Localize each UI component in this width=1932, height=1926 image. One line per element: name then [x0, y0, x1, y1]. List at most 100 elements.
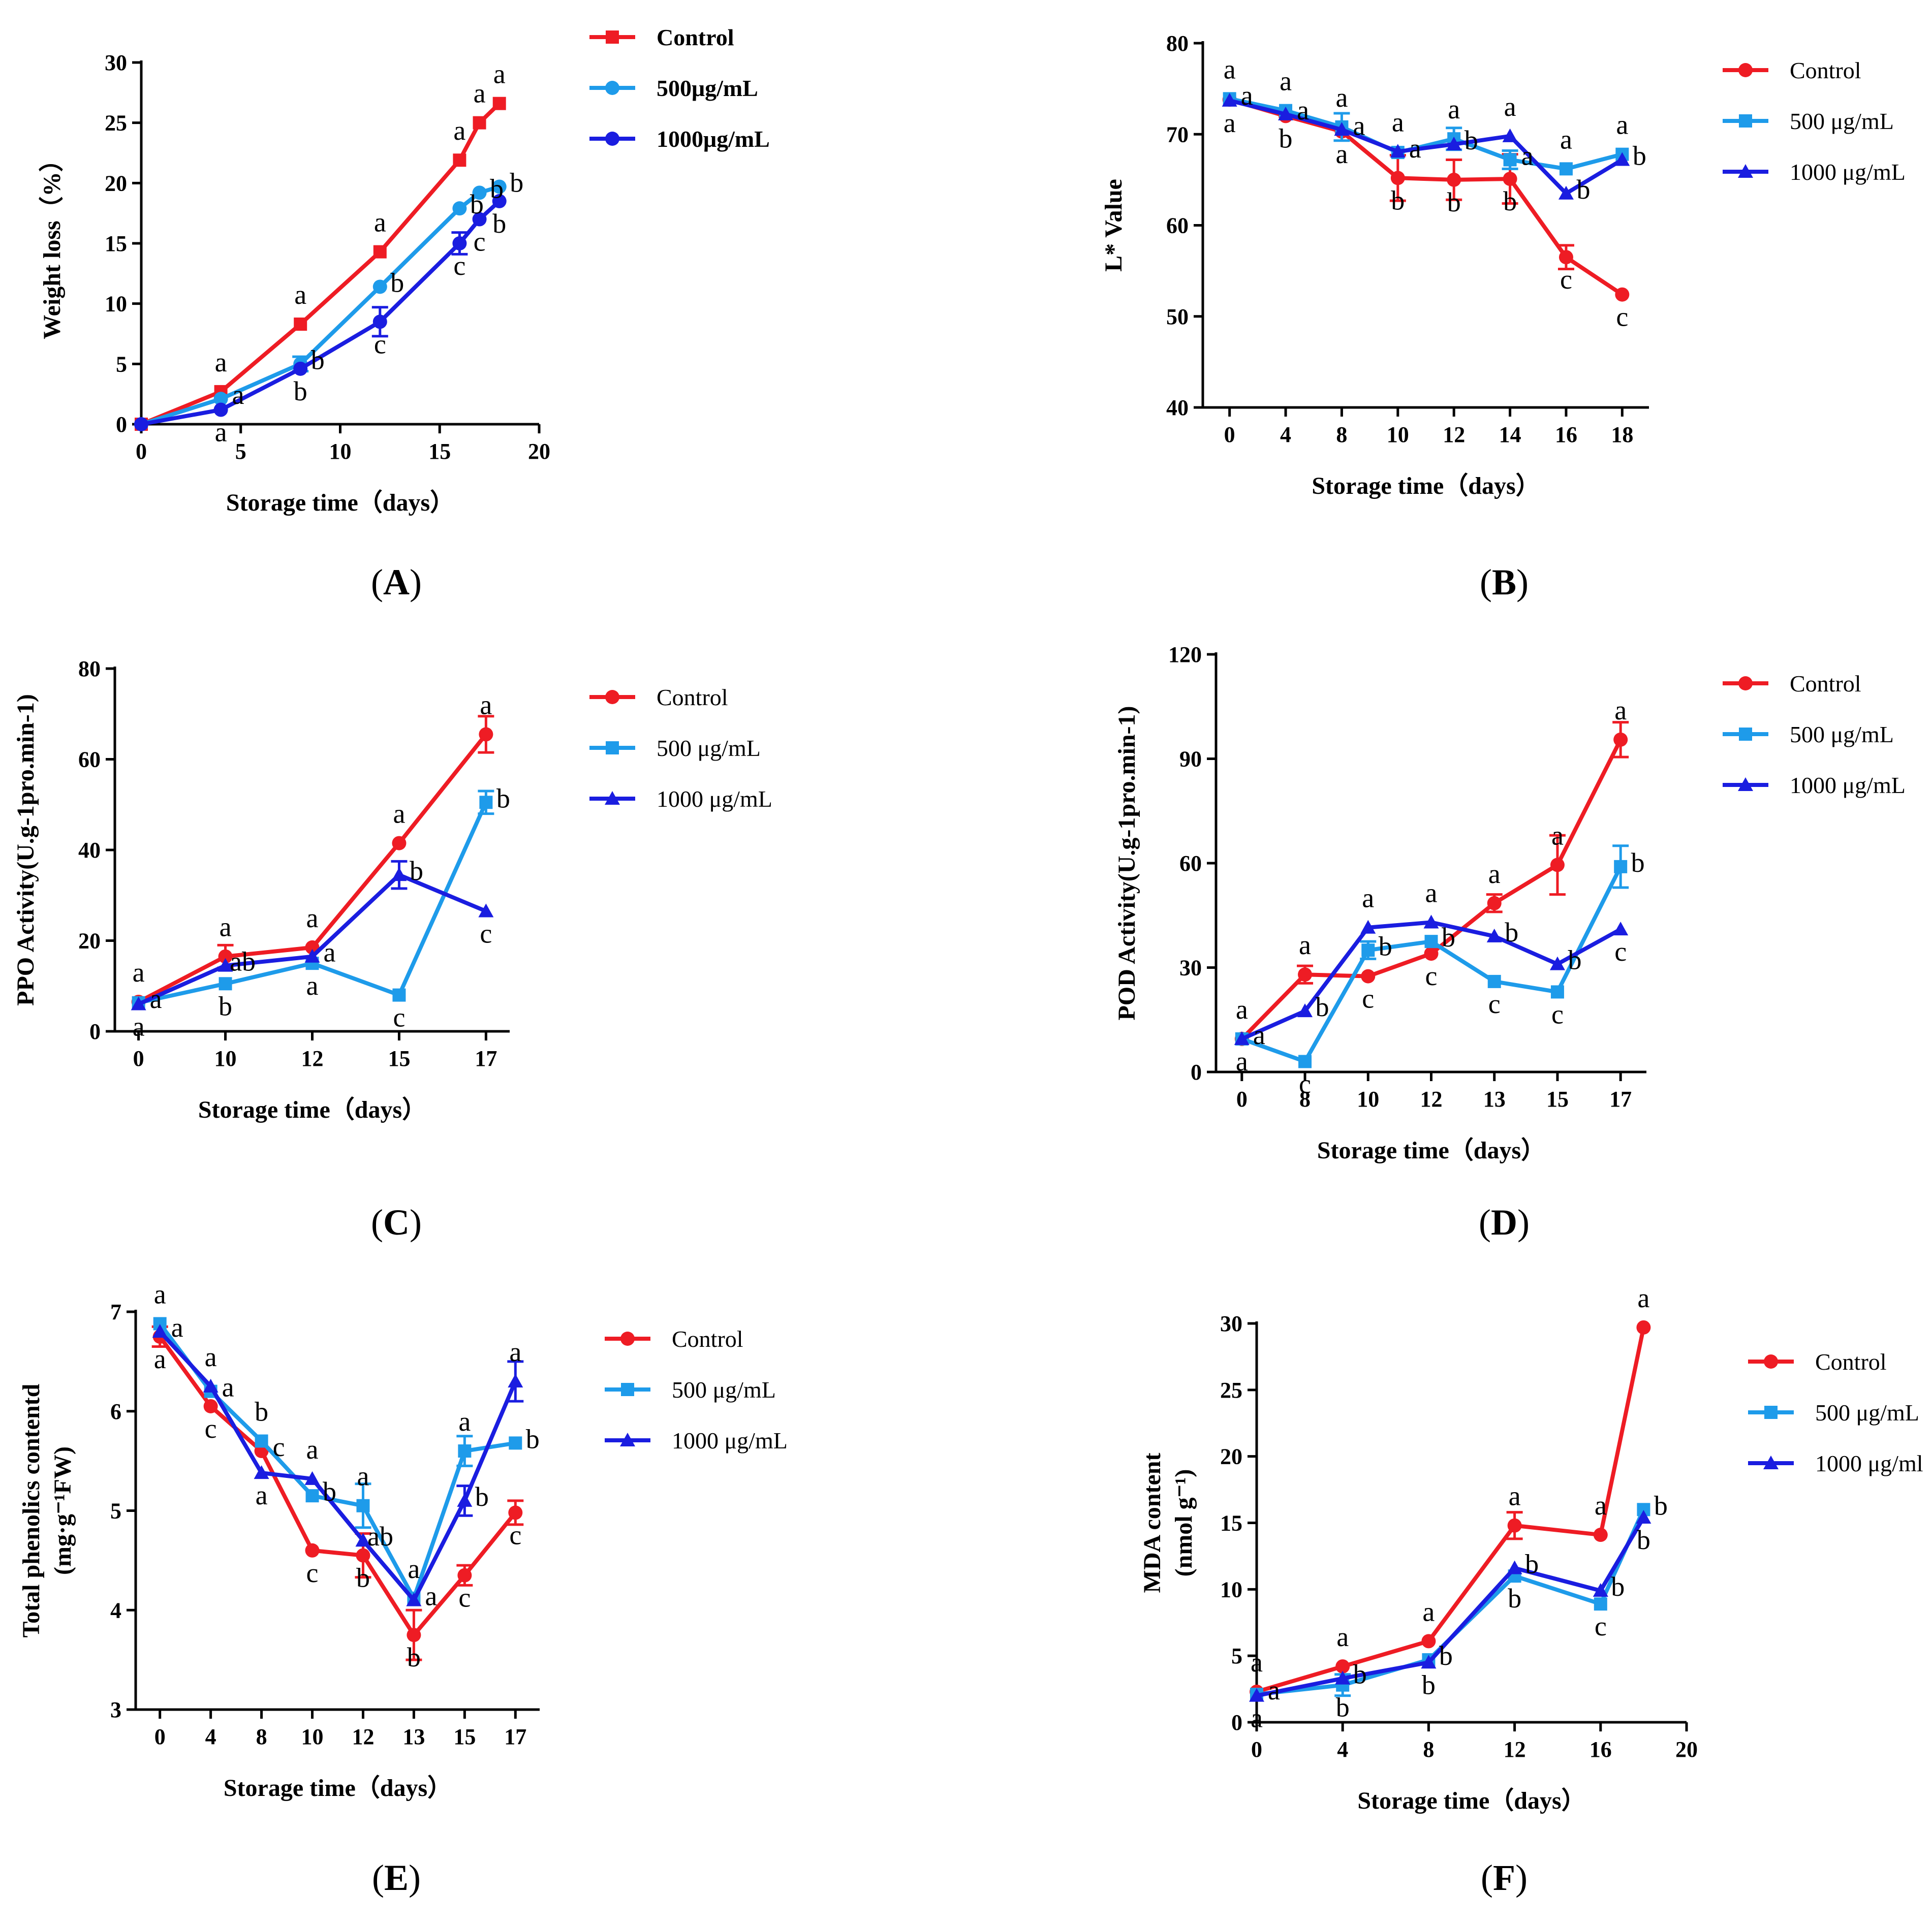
x-tick-label: 0: [1224, 422, 1235, 447]
legend-label: 500 μg/mL: [672, 1377, 776, 1403]
x-tick-label: 17: [1609, 1087, 1632, 1112]
series-line: [1229, 99, 1624, 196]
legend-swatch-marker: [1764, 1354, 1778, 1369]
x-tick-label: 12: [1420, 1087, 1443, 1112]
x-axis-label: Storage time（days）: [1312, 472, 1540, 499]
significance-letter: a: [133, 1011, 145, 1041]
x-tick-label: 0: [133, 1046, 144, 1071]
significance-letter: a: [1251, 1703, 1263, 1733]
y-axis-label: MDA content: [1139, 1453, 1166, 1593]
data-point: [1487, 896, 1502, 910]
x-tick-label: 10: [329, 439, 352, 464]
significance-letter: a: [1488, 859, 1501, 889]
x-tick-label: 13: [402, 1724, 425, 1749]
data-point: [1390, 171, 1405, 185]
data-point: [1424, 935, 1438, 949]
significance-letter: a: [1353, 110, 1365, 141]
significance-letter: a: [306, 903, 319, 933]
significance-letter: c: [453, 250, 465, 281]
legend: Control 500μg/mL 1000μg/mL: [589, 24, 770, 152]
y-tick-label: 15: [105, 231, 127, 256]
significance-letter: a: [1560, 124, 1572, 154]
significance-letter: a: [1614, 695, 1627, 725]
x-tick-label: 8: [1336, 422, 1347, 447]
legend-swatch-marker: [1764, 1406, 1778, 1419]
significance-letter: b: [1505, 917, 1518, 948]
significance-letter: c: [1551, 999, 1564, 1029]
data-point: [473, 116, 486, 130]
data-point: [1593, 1528, 1608, 1542]
significance-letter: a: [1299, 930, 1311, 960]
legend-label: 1000μg/mL: [657, 126, 770, 152]
data-point: [304, 949, 320, 963]
x-tick-label: 4: [205, 1724, 216, 1749]
data-point: [356, 1499, 370, 1512]
data-point: [1613, 922, 1629, 936]
significance-letter: a: [133, 957, 145, 988]
legend-swatch-marker: [1739, 114, 1752, 128]
legend-swatch-marker: [605, 791, 620, 805]
data-point: [1421, 1655, 1437, 1669]
x-tick-label: 18: [1611, 422, 1633, 447]
x-tick-label: 0: [154, 1724, 166, 1749]
significance-letter: b: [1631, 847, 1645, 878]
significance-letter: c: [474, 227, 486, 257]
significance-letter: a: [453, 115, 465, 146]
series-control: [151, 1325, 524, 1661]
data-point: [458, 1444, 472, 1458]
significance-letter: b: [1508, 1583, 1521, 1614]
data-point: [406, 1592, 422, 1606]
y-tick-label: 80: [1166, 31, 1189, 56]
significance-letter: a: [1637, 1283, 1649, 1313]
data-point: [1559, 250, 1573, 265]
data-point: [1487, 974, 1501, 988]
data-point: [472, 185, 487, 200]
data-point: [1335, 1670, 1351, 1685]
data-point: [1550, 985, 1564, 999]
data-point: [1503, 172, 1517, 186]
y-tick-label: 120: [1168, 642, 1202, 667]
significance-letter: b: [1447, 187, 1461, 217]
significance-letter: a: [509, 1337, 521, 1367]
significance-letter: a: [1616, 110, 1628, 140]
significance-letter: b: [323, 1476, 336, 1507]
significance-letter: c: [1560, 264, 1572, 295]
y-tick-label: 80: [78, 656, 101, 681]
legend-swatch-marker: [620, 1433, 635, 1446]
legend-label: 500 μg/mL: [1790, 721, 1894, 747]
y-tick-label: 15: [1220, 1511, 1242, 1536]
significance-letter: a: [493, 59, 506, 89]
x-tick-label: 20: [1675, 1737, 1698, 1762]
significance-letter: b: [490, 173, 504, 204]
y-tick-label: 30: [1179, 956, 1202, 981]
data-point: [1558, 185, 1574, 200]
y-tick-label: 20: [78, 929, 101, 954]
data-point: [392, 836, 407, 850]
significance-letter: a: [1253, 1020, 1265, 1050]
legend-swatch-marker: [1738, 164, 1753, 178]
significance-letter: b: [510, 167, 523, 198]
legend-label: Control: [657, 24, 734, 50]
chart-A: 0 5 10 15 20 25 30 0 5 10 15 20 Storage time（days） We…: [39, 24, 770, 603]
data-point: [131, 996, 146, 1011]
data-point: [254, 1465, 269, 1479]
x-tick-label: 10: [1357, 1087, 1379, 1112]
x-tick-label: 13: [1483, 1087, 1506, 1112]
significance-letter: b: [1611, 1571, 1625, 1602]
series-control: [135, 97, 506, 431]
y-tick-label: 90: [1179, 747, 1202, 772]
legend-swatch-marker: [1738, 777, 1753, 791]
y-tick-label: 20: [1220, 1444, 1242, 1469]
data-point: [1549, 956, 1565, 970]
significance-letter: c: [393, 1002, 405, 1033]
legend-swatch-marker: [1738, 63, 1753, 77]
significance-letter: a: [256, 1480, 268, 1510]
panel-caption: (E): [372, 1857, 421, 1898]
y-axis-label: (nmol g⁻¹): [1170, 1469, 1197, 1577]
chart-E: 3 4 5 6 7 0 4 8 10 12 13 15 17 Storage time（days） Tota…: [18, 1279, 788, 1898]
x-tick-label: 10: [214, 1046, 237, 1071]
significance-letter: c: [1488, 989, 1501, 1019]
significance-letter: a: [1551, 820, 1564, 850]
data-point: [355, 1533, 371, 1547]
data-point: [479, 727, 493, 742]
